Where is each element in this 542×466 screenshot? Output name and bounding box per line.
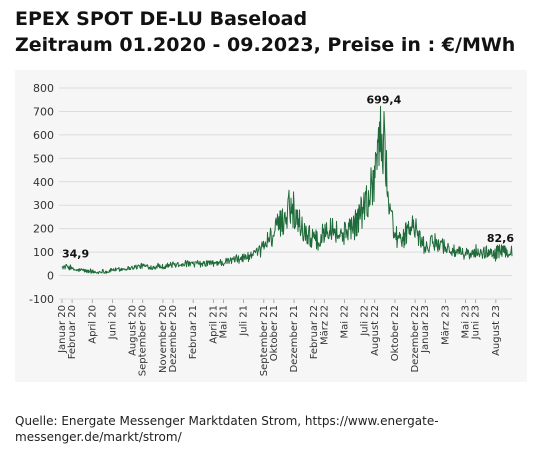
data-label: 82,6 [487,232,514,245]
x-tick-label: Mai 23 [461,305,472,338]
x-tick-label: Dezember 22 [410,305,421,373]
y-tick-label: 200 [33,223,54,236]
x-tick-label: Januar 20 [57,305,68,354]
y-tick-label: 400 [33,176,54,189]
x-tick-label: Oktober 22 [390,305,401,361]
x-tick-label: April 21 [208,305,219,344]
x-tick-label: Juli 21 [239,305,250,337]
data-label: 699,4 [366,94,401,107]
x-tick-label: September 20 [138,305,149,376]
x-tick-label: März 23 [440,305,451,345]
chart-panel: -100 0 100 200 300 400 500 600 700 800 Januar 20 F… [15,70,527,382]
x-tick-label: Januar 23 [420,305,431,354]
x-tick-label: Februar 21 [188,305,199,359]
x-tick-label: Juni 23 [471,305,482,340]
chart-subtitle: Zeitraum 01.2020 - 09.2023, Preise in : … [15,34,516,56]
y-axis-ticks: -100 0 100 200 300 400 500 600 700 800 [29,82,54,306]
series-layer [61,105,513,275]
y-tick-label: 800 [33,82,54,95]
x-tick-label: Februar 20 [67,305,78,359]
x-tick-label: April 20 [87,305,98,344]
x-tick-label: November 20 [158,305,169,373]
x-tick-label: Juli 22 [360,305,371,337]
price-series-line [61,105,513,275]
source-note: Quelle: Energate Messenger Marktdaten St… [15,414,439,444]
y-tick-label: 700 [33,105,54,118]
x-tick-label: Februar 22 [309,305,320,359]
x-tick-label: August 20 [128,305,139,356]
y-tick-label: 600 [33,129,54,142]
chart-title: EPEX SPOT DE-LU Baseload [15,8,308,30]
x-tick-label: Mai 21 [218,305,229,338]
y-tick-label: 300 [33,199,54,212]
x-tick-label: Oktober 21 [269,305,280,361]
title-block: EPEX SPOT DE-LU Baseload Zeitraum 01.202… [15,6,535,58]
x-tick-label: August 22 [370,305,381,356]
data-label: 34,9 [62,247,89,260]
y-tick-label: 0 [47,270,54,283]
x-tick-label: Dezember 21 [289,305,300,373]
x-tick-label: August 23 [491,305,502,356]
gridlines [59,87,512,300]
x-tick-label: März 22 [319,305,330,345]
x-tick-label: Dezember 20 [168,305,179,373]
x-tick-label: Juni 20 [107,305,118,340]
x-axis-ticks: Januar 20 Februar 20 April 20 Juni 20 August… [57,299,502,376]
y-tick-label: -100 [29,293,54,306]
x-tick-label: Mai 22 [340,305,351,338]
y-tick-label: 500 [33,152,54,165]
annotations: 34,9 699,4 82,6 [62,94,514,261]
x-tick-label: September 21 [259,305,270,376]
y-tick-label: 100 [33,246,54,259]
